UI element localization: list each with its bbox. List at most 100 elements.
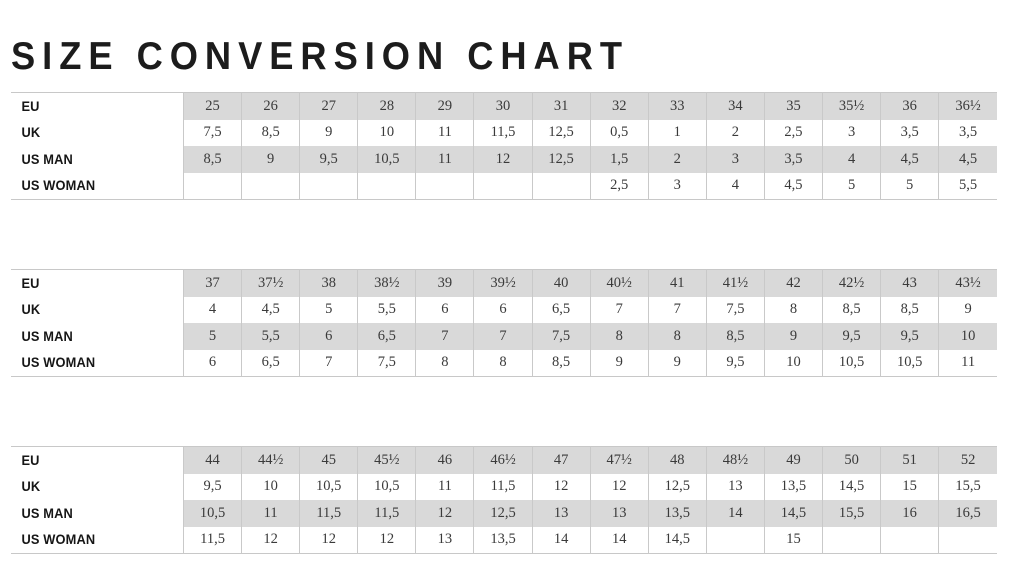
size-cell: 7,5 bbox=[183, 119, 243, 146]
size-cell: 28 bbox=[357, 92, 417, 120]
size-cell: 7 bbox=[473, 323, 533, 350]
size-cell: 41 bbox=[648, 269, 707, 297]
size-cell: 14,5 bbox=[822, 473, 882, 500]
row-label-us-man: US MAN bbox=[11, 500, 176, 527]
table-row: US WOMAN 6 6,5 7 7,5 8 8 8,5 9 9 9,5 10 10,5 10,5 11 bbox=[11, 349, 997, 377]
size-table-3-body: EU 44 44½ 45 45½ 46 46½ 47 47½ 48 48½ 49 50 51 52 UK 9,5… bbox=[11, 446, 997, 554]
size-cell: 46 bbox=[415, 446, 475, 474]
size-cell: 52 bbox=[938, 446, 997, 474]
size-cell: 11 bbox=[241, 500, 301, 527]
size-cell: 7,5 bbox=[532, 323, 591, 350]
size-cell: 10 bbox=[764, 349, 824, 377]
size-cell: 10,5 bbox=[299, 473, 359, 500]
size-cell: 35½ bbox=[822, 92, 882, 120]
size-cell: 34 bbox=[706, 92, 765, 120]
size-cell-empty bbox=[357, 172, 417, 200]
size-cell: 13,5 bbox=[473, 526, 533, 554]
size-cell: 25 bbox=[183, 92, 243, 120]
size-cell: 8 bbox=[415, 349, 475, 377]
size-cell: 8,5 bbox=[822, 296, 882, 323]
size-cell: 7 bbox=[299, 349, 359, 377]
size-cell: 12 bbox=[590, 473, 649, 500]
size-cell: 36 bbox=[880, 92, 940, 120]
size-cell: 11,5 bbox=[357, 500, 417, 527]
size-cell-empty bbox=[415, 172, 475, 200]
size-cell: 3 bbox=[648, 172, 707, 200]
size-cell-empty bbox=[938, 526, 997, 554]
table-row: EU 25 26 27 28 29 30 31 32 33 34 35 35½ 36 36½ bbox=[11, 92, 997, 120]
size-cell: 30 bbox=[473, 92, 533, 120]
size-cell: 43½ bbox=[938, 269, 997, 297]
table-row: UK 9,5 10 10,5 10,5 11 11,5 12 12 12,5 13 13,5 14,5 1… bbox=[11, 473, 997, 500]
size-cell: 11 bbox=[938, 349, 997, 377]
size-cell: 48 bbox=[648, 446, 707, 474]
size-cell: 12,5 bbox=[648, 473, 707, 500]
size-cell: 9,5 bbox=[822, 323, 882, 350]
size-cell-empty bbox=[183, 172, 243, 200]
size-cell: 12 bbox=[415, 500, 475, 527]
size-cell: 7 bbox=[415, 323, 475, 350]
size-cell: 12,5 bbox=[532, 146, 591, 173]
row-label-us-man: US MAN bbox=[11, 146, 176, 173]
size-cell: 12 bbox=[532, 473, 591, 500]
size-cell: 3,5 bbox=[880, 119, 940, 146]
size-cell: 42½ bbox=[822, 269, 882, 297]
size-cell: 11,5 bbox=[473, 473, 533, 500]
size-cell: 41½ bbox=[706, 269, 765, 297]
size-cell: 13 bbox=[415, 526, 475, 554]
size-cell: 12,5 bbox=[473, 500, 533, 527]
size-cell: 49 bbox=[764, 446, 824, 474]
size-cell: 13 bbox=[532, 500, 591, 527]
size-cell: 3,5 bbox=[938, 119, 997, 146]
row-label-uk: UK bbox=[11, 296, 176, 323]
size-cell: 6 bbox=[415, 296, 475, 323]
size-cell: 40½ bbox=[590, 269, 649, 297]
size-table-2-body: EU 37 37½ 38 38½ 39 39½ 40 40½ 41 41½ 42 42½ 43 43½ UK 4… bbox=[11, 269, 997, 377]
size-cell: 7 bbox=[590, 296, 649, 323]
size-cell: 3,5 bbox=[764, 146, 824, 173]
size-cell: 11 bbox=[415, 146, 475, 173]
size-cell: 8,5 bbox=[183, 146, 243, 173]
size-cell: 13,5 bbox=[764, 473, 824, 500]
size-cell: 38 bbox=[299, 269, 359, 297]
row-label-eu: EU bbox=[11, 269, 176, 297]
size-table-2: EU 37 37½ 38 38½ 39 39½ 40 40½ 41 41½ 42 42½ 43 43½ UK 4… bbox=[11, 269, 997, 377]
size-cell: 9 bbox=[648, 349, 707, 377]
size-cell: 9,5 bbox=[880, 323, 940, 350]
size-cell: 6,5 bbox=[532, 296, 591, 323]
size-cell: 46½ bbox=[473, 446, 533, 474]
size-table-3: EU 44 44½ 45 45½ 46 46½ 47 47½ 48 48½ 49 50 51 52 UK 9,5… bbox=[11, 446, 997, 554]
size-cell: 12 bbox=[473, 146, 533, 173]
size-cell: 5,5 bbox=[241, 323, 301, 350]
size-cell: 15 bbox=[764, 526, 824, 554]
size-cell: 12,5 bbox=[532, 119, 591, 146]
size-cell: 8 bbox=[648, 323, 707, 350]
table-row: US MAN 10,5 11 11,5 11,5 12 12,5 13 13 13,5 14 14,5… bbox=[11, 500, 997, 527]
size-cell: 44½ bbox=[241, 446, 301, 474]
size-cell: 10,5 bbox=[357, 473, 417, 500]
size-cell: 10 bbox=[241, 473, 301, 500]
size-cell: 37 bbox=[183, 269, 243, 297]
size-cell: 2 bbox=[648, 146, 707, 173]
size-cell-empty bbox=[822, 526, 882, 554]
size-cell: 5 bbox=[299, 296, 359, 323]
table-row: UK 7,5 8,5 9 10 11 11,5 12,5 0,5 1 2 2,5 3 3,5 3,5 bbox=[11, 119, 997, 146]
size-cell: 42 bbox=[764, 269, 824, 297]
size-cell: 9 bbox=[764, 323, 824, 350]
size-cell: 10,5 bbox=[880, 349, 940, 377]
size-cell: 7 bbox=[648, 296, 707, 323]
size-cell: 47½ bbox=[590, 446, 649, 474]
size-cell: 8,5 bbox=[532, 349, 591, 377]
size-cell: 14,5 bbox=[764, 500, 824, 527]
size-cell: 4,5 bbox=[764, 172, 824, 200]
size-cell-empty bbox=[241, 172, 301, 200]
size-cell: 2,5 bbox=[590, 172, 649, 200]
size-cell: 37½ bbox=[241, 269, 301, 297]
table-row: US MAN 8,5 9 9,5 10,5 11 12 12,5 1,5 2 3 3,5 4 4,5 4,5 bbox=[11, 146, 997, 173]
size-cell: 14 bbox=[590, 526, 649, 554]
size-cell: 11,5 bbox=[299, 500, 359, 527]
size-cell: 16 bbox=[880, 500, 940, 527]
size-cell: 10,5 bbox=[183, 500, 243, 527]
size-cell: 9 bbox=[938, 296, 997, 323]
size-cell: 9 bbox=[299, 119, 359, 146]
